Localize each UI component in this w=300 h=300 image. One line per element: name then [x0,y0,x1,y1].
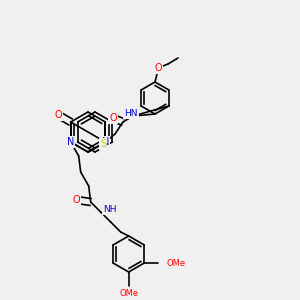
Text: O: O [55,110,62,120]
Text: O: O [73,195,80,205]
Text: S: S [100,139,106,149]
Text: OMe: OMe [166,259,185,268]
Text: NH: NH [103,206,116,214]
Text: O: O [109,113,117,123]
Text: OMe: OMe [119,289,138,298]
Text: N: N [67,137,74,147]
Text: HN: HN [124,110,138,118]
Text: O: O [154,63,162,73]
Text: N: N [102,137,109,147]
